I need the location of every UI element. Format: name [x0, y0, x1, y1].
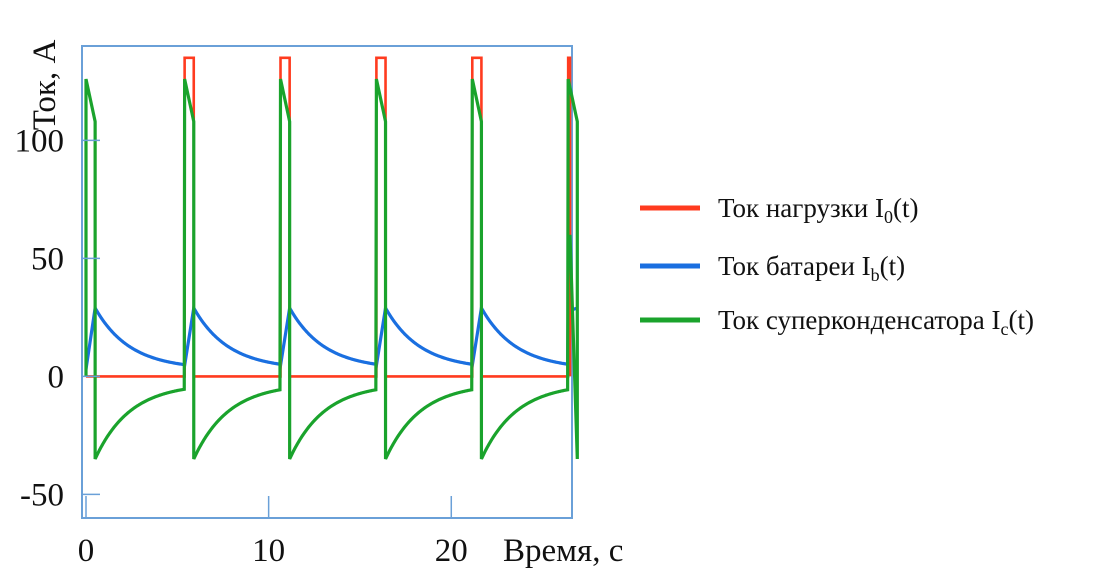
x-tick-label: 20: [435, 533, 468, 568]
legend-label: Ток суперконденсатора Ic(t): [718, 305, 1034, 339]
x-axis-label: Время, с: [503, 533, 623, 568]
y-tick-label: -50: [20, 477, 64, 513]
y-tick-label: 0: [48, 359, 65, 395]
series-battery-current: [84, 303, 578, 372]
plot-frame: [81, 45, 573, 519]
x-tick-label: 0: [78, 533, 95, 568]
y-axis-label: Ток, А: [27, 40, 63, 131]
x-tick-label: 10: [252, 533, 285, 568]
legend: Ток нагрузки I0(t) Ток батареи Ib(t) Ток с…: [640, 193, 1034, 339]
series-supercapacitor-current: [84, 78, 579, 460]
legend-label: Ток батареи Ib(t): [718, 251, 905, 285]
y-tick-label: 100: [15, 123, 65, 159]
x-ticks: 0 10 20: [78, 496, 468, 569]
series-layer: [84, 56, 579, 460]
y-tick-label: 50: [31, 241, 64, 277]
legend-label: Ток нагрузки I0(t): [718, 193, 918, 227]
y-ticks: -50 0 50 100: [15, 123, 100, 513]
